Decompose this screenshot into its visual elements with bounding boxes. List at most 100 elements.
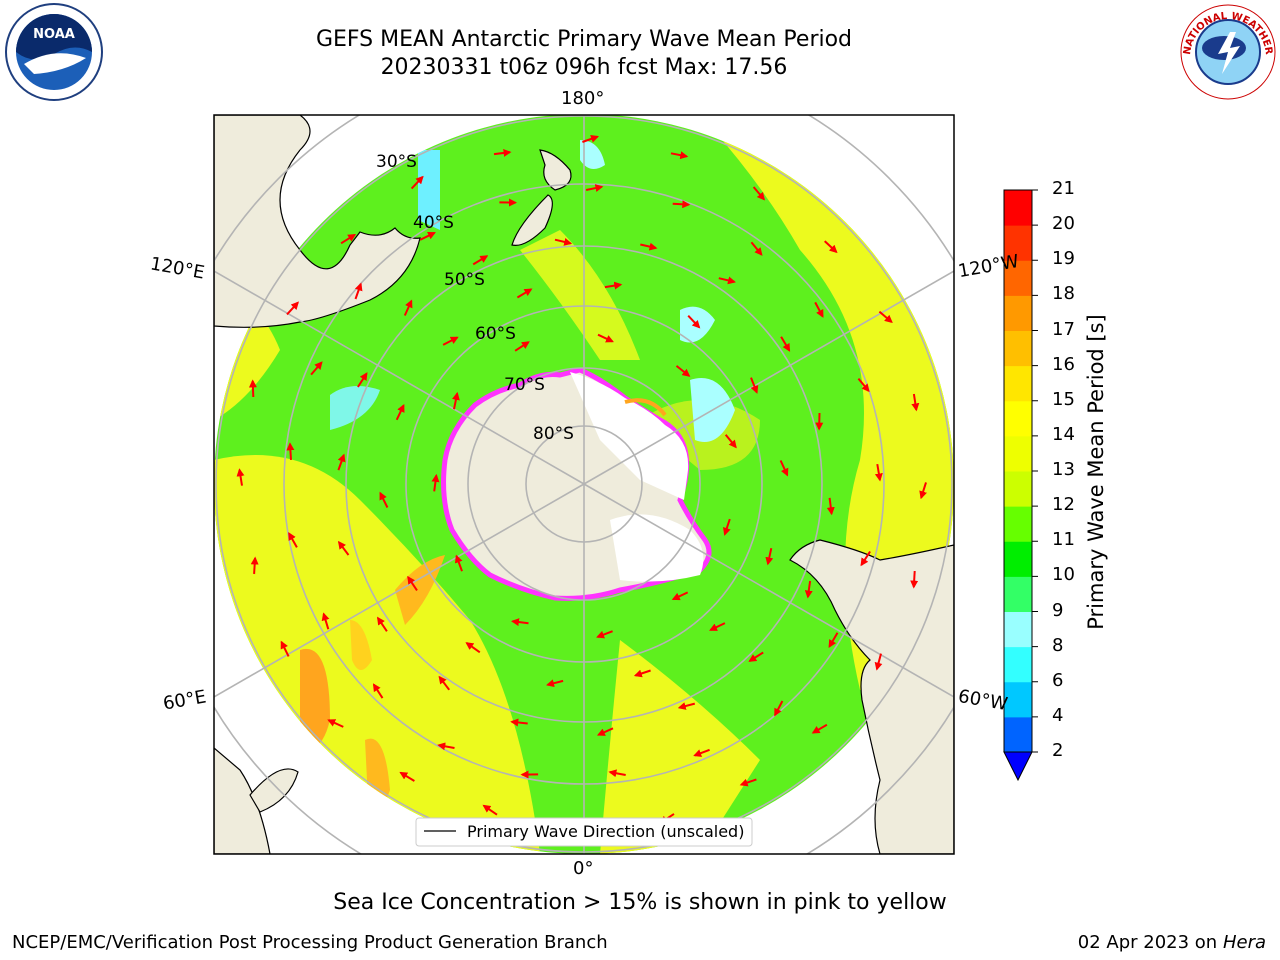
wave-arrow	[828, 632, 839, 648]
wave-arrow	[372, 683, 384, 699]
wave-arrow	[395, 403, 405, 421]
wave-arrow	[687, 315, 701, 329]
wave-arrow	[554, 238, 573, 246]
colorbar-segment	[1004, 646, 1032, 683]
wave-arrow	[379, 491, 389, 508]
wave-arrow	[824, 240, 838, 254]
wave-arrow	[514, 341, 530, 352]
wave-arrow	[585, 184, 604, 192]
colorbar-tick-label: 11	[1052, 529, 1075, 551]
wave-arrow	[811, 723, 828, 734]
wave-arrow	[814, 301, 824, 318]
wave-arrow	[286, 442, 295, 460]
wave-direction-arrows	[236, 135, 927, 832]
wave-arrow	[546, 679, 564, 688]
wave-arrow	[452, 391, 460, 410]
wave-arrow	[919, 482, 927, 500]
nws-logo: NATIONAL WEATHER SERVICE	[1178, 2, 1276, 100]
wave-arrow	[709, 622, 726, 631]
wave-arrow	[327, 719, 344, 728]
wave-arrow	[354, 282, 363, 300]
wave-arrow	[633, 669, 651, 678]
wave-arrow	[280, 640, 290, 657]
legend-text: Primary Wave Direction (unscaled)	[467, 822, 744, 841]
wave-arrow	[437, 742, 455, 751]
wave-arrow	[288, 532, 298, 548]
wave-arrow	[510, 718, 528, 727]
wave-arrow	[604, 281, 623, 290]
wave-arrow	[516, 288, 533, 299]
colorbar	[1003, 189, 1038, 782]
wave-arrow	[860, 550, 871, 567]
colorbar-extend-arrow	[1003, 751, 1033, 782]
graticule	[214, 115, 954, 854]
wave-arrow	[407, 575, 418, 591]
lat-label-50s: 50°S	[444, 270, 485, 290]
wave-arrow	[310, 361, 323, 376]
colorbar-tick-label: 12	[1052, 494, 1075, 516]
wave-arrow	[752, 186, 766, 201]
chart-subtitle: 20230331 t06z 096h fcst Max: 17.56	[380, 55, 788, 80]
colorbar-tick-label: 18	[1052, 283, 1075, 305]
colorbar-segment	[1004, 435, 1032, 472]
wave-arrow	[718, 276, 736, 285]
wave-arrow	[675, 365, 691, 377]
wave-arrow	[419, 231, 436, 241]
map-legend: Primary Wave Direction (unscaled)	[415, 817, 753, 847]
lat-label-70s: 70°S	[504, 375, 545, 395]
wave-arrow	[779, 460, 789, 477]
colorbar-tick-label: 15	[1052, 388, 1075, 410]
wave-arrow	[723, 518, 731, 536]
wave-arrow	[399, 771, 415, 782]
wave-arrow	[596, 630, 613, 639]
wave-arrow	[724, 434, 737, 449]
wave-arrow	[236, 468, 245, 486]
wave-arrow	[857, 377, 870, 393]
wave-arrow	[670, 151, 689, 160]
wave-arrow	[804, 580, 813, 599]
wave-arrow	[410, 175, 424, 190]
wave-arrow	[780, 336, 791, 352]
colorbar-segment	[1004, 716, 1032, 753]
wave-arrow	[878, 310, 893, 324]
wave-arrow	[640, 242, 658, 251]
wave-arrow	[693, 748, 710, 757]
colorbar-tick-label: 19	[1052, 248, 1075, 270]
wave-arrow	[582, 135, 600, 143]
wave-arrow	[403, 299, 413, 316]
lon-label-180: 180°	[561, 88, 605, 109]
wave-arrow	[774, 700, 784, 717]
colorbar-segment	[1004, 365, 1032, 402]
colorbar-segment	[1004, 260, 1032, 296]
colorbar-segment	[1004, 576, 1032, 612]
colorbar-tick-label: 8	[1052, 634, 1064, 656]
wave-arrow	[671, 591, 689, 601]
wave-arrow	[750, 241, 763, 256]
colorbar-segment	[1004, 471, 1032, 507]
colorbar-tick-label: 10	[1052, 564, 1075, 586]
colorbar-tick-label: 20	[1052, 213, 1075, 235]
date-stamp: 02 Apr 2023 on Hera	[1078, 932, 1266, 953]
wave-arrow	[438, 675, 450, 691]
colorbar-segment	[1004, 190, 1032, 226]
colorbar-tick-label: 14	[1052, 423, 1075, 445]
wave-arrow	[321, 612, 330, 630]
wave-arrow	[248, 379, 257, 398]
wave-arrow	[874, 463, 883, 482]
machine-name: Hera	[1222, 932, 1266, 953]
wave-arrow	[911, 393, 920, 412]
chart-title: GEFS MEAN Antarctic Primary Wave Mean Pe…	[315, 27, 853, 52]
colorbar-tick-label: 13	[1052, 459, 1075, 480]
wave-arrow	[442, 336, 459, 346]
wave-arrow	[337, 453, 346, 471]
lat-label-30s: 30°S	[376, 152, 417, 172]
colorbar-tick-label: 6	[1052, 669, 1064, 691]
wave-arrow	[250, 556, 259, 575]
wave-arrow	[511, 618, 529, 627]
wave-arrow	[431, 473, 440, 492]
wave-arrow	[472, 255, 489, 266]
wave-arrow	[739, 778, 757, 787]
colorbar-segment	[1004, 506, 1032, 542]
colorbar-segment	[1004, 295, 1032, 331]
